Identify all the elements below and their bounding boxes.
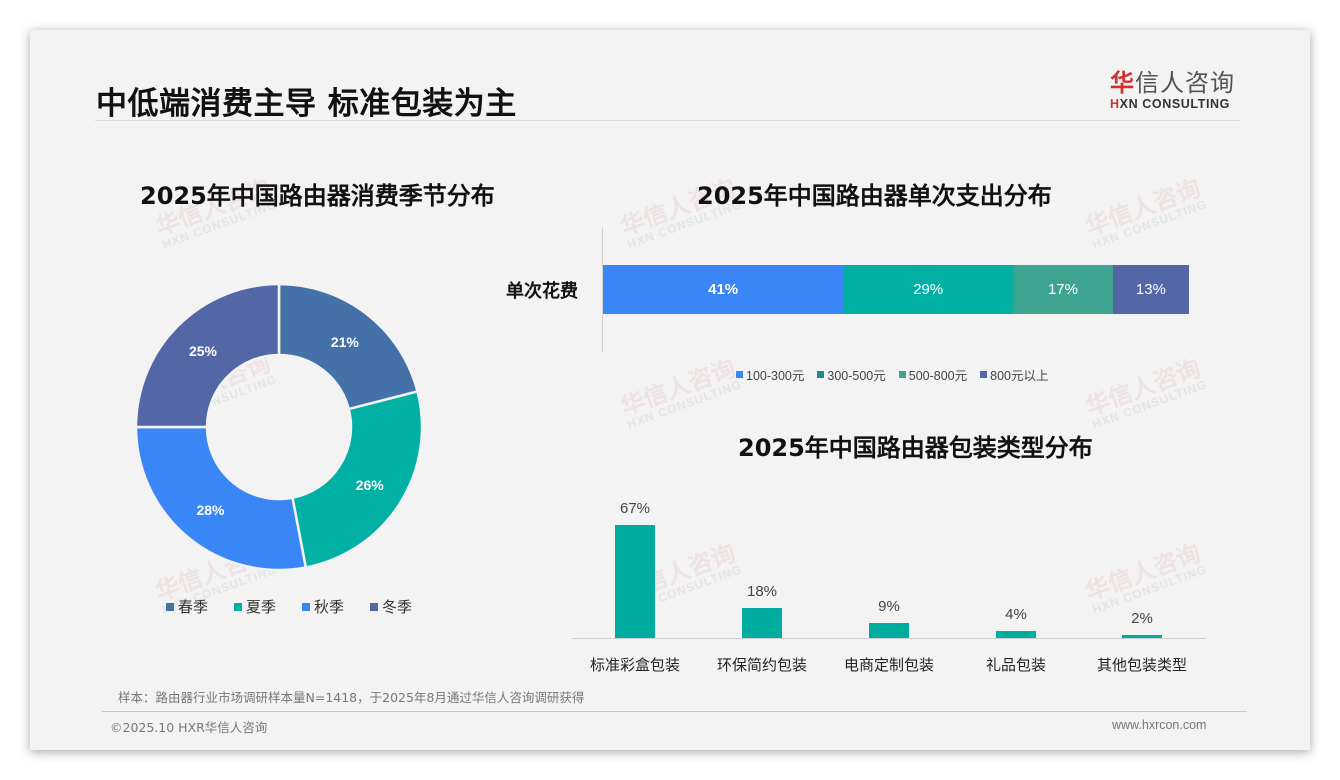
segment-300-500: 29% xyxy=(843,265,1014,314)
legend-item-500-800: 500-800元 xyxy=(898,365,968,384)
legend-swatch xyxy=(302,602,311,611)
spend-stacked-bar: 41% 29% 17% 13% xyxy=(603,265,1189,314)
legend-label: 冬季 xyxy=(382,599,413,616)
legend-swatch xyxy=(736,371,743,378)
season-legend: 春季 夏季 秋季 冬季 xyxy=(166,596,438,617)
segment-label: 17% xyxy=(1047,281,1078,298)
logo-cn-rest: 信人咨询 xyxy=(1135,69,1235,97)
legend-swatch xyxy=(898,371,906,378)
footer-divider xyxy=(102,711,1247,712)
x-axis-line xyxy=(572,638,1206,639)
legend-label: 800元以上 xyxy=(990,369,1049,383)
logo-accent: 华 xyxy=(1110,69,1135,97)
legend-item-800-plus: 800元以上 xyxy=(980,365,1048,384)
legend-swatch xyxy=(234,602,243,611)
donut-label-summer: 26% xyxy=(355,476,384,493)
donut-chart-title: 2025年中国路由器消费季节分布 xyxy=(140,182,495,210)
category-label: 单次花费 xyxy=(506,281,578,302)
segment-500-800: 17% xyxy=(1013,265,1113,314)
packaging-column-chart: 67% 标准彩盒包装 18% 环保简约包装 9% 电商定制包装 4% 礼品包装 2% 其他包装类型 xyxy=(572,500,1206,674)
segment-100-300: 41% xyxy=(603,265,844,314)
website-link[interactable]: www.hxrcon.com xyxy=(1112,718,1207,732)
season-donut-chart xyxy=(134,282,424,572)
segment-label: 13% xyxy=(1135,281,1166,298)
column-value-label: 67% xyxy=(619,500,651,517)
column-value-label: 9% xyxy=(878,597,900,615)
packaging-chart-title: 2025年中国路由器包装类型分布 xyxy=(738,434,1093,462)
column-category-label: 标准彩盒包装 xyxy=(589,656,680,674)
donut-slice-spring xyxy=(277,282,420,411)
column-category-label: 其他包装类型 xyxy=(1096,656,1187,674)
column-value-label: 4% xyxy=(1005,606,1027,624)
legend-item-autumn: 秋季 xyxy=(302,596,344,617)
donut-label-autumn: 28% xyxy=(196,501,225,518)
column-bar xyxy=(1122,634,1162,638)
column-bar xyxy=(742,607,782,638)
column-bar xyxy=(996,631,1036,638)
legend-swatch xyxy=(166,602,174,611)
legend-item-100-300: 100-300元 xyxy=(736,365,804,384)
copyright: ©2025.10 HXR华信人咨询 xyxy=(110,720,268,735)
company-logo: 华信人咨询 HXN CONSULTING xyxy=(1110,63,1242,111)
legend-label: 秋季 xyxy=(314,599,345,616)
segment-label: 41% xyxy=(708,281,739,298)
slide-card: 中低端消费主导 标准包装为主 华信人咨询 HXN CONSULTING 华信人咨… xyxy=(30,30,1310,750)
legend-swatch xyxy=(980,371,988,378)
legend-item-summer: 夏季 xyxy=(234,596,276,617)
logo-cn: 华信人咨询 xyxy=(1110,63,1242,98)
legend-label: 300-500元 xyxy=(827,369,886,383)
column-bar xyxy=(869,622,909,638)
column-category-label: 电商定制包装 xyxy=(843,656,934,674)
legend-label: 夏季 xyxy=(246,599,277,616)
segment-label: 29% xyxy=(913,281,944,298)
donut-slice-summer xyxy=(291,389,424,569)
legend-item-spring: 春季 xyxy=(166,596,208,617)
donut-label-winter: 25% xyxy=(188,342,217,359)
column-bar xyxy=(615,525,655,638)
y-axis-line xyxy=(602,228,603,352)
column-value-label: 2% xyxy=(1131,609,1153,627)
spend-chart-title: 2025年中国路由器单次支出分布 xyxy=(697,182,1052,210)
legend-swatch xyxy=(817,371,825,378)
logo-en-accent: H xyxy=(1110,97,1120,111)
legend-label: 春季 xyxy=(178,599,209,616)
donut-slice-winter xyxy=(134,282,281,429)
legend-swatch xyxy=(370,602,379,611)
spend-legend: 100-300元 300-500元 500-800元 800元以上 xyxy=(736,365,1061,384)
column-category-label: 环保简约包装 xyxy=(716,656,807,674)
legend-label: 500-800元 xyxy=(908,369,968,383)
logo-en: HXN CONSULTING xyxy=(1110,97,1242,111)
donut-label-spring: 21% xyxy=(330,334,359,351)
logo-en-rest: XN CONSULTING xyxy=(1119,97,1230,111)
legend-item-winter: 冬季 xyxy=(370,596,412,617)
column-category-label: 礼品包装 xyxy=(985,656,1046,674)
donut-slice-autumn xyxy=(134,425,308,572)
column-value-label: 18% xyxy=(746,582,778,600)
title-divider xyxy=(95,120,1240,121)
legend-item-300-500: 300-500元 xyxy=(817,365,886,384)
page-title: 中低端消费主导 标准包装为主 xyxy=(96,86,517,122)
legend-label: 100-300元 xyxy=(746,369,805,383)
segment-800-plus: 13% xyxy=(1112,265,1189,314)
sample-note: 样本：路由器行业市场调研样本量N=1418，于2025年8月通过华信人咨询调研获… xyxy=(118,690,585,705)
